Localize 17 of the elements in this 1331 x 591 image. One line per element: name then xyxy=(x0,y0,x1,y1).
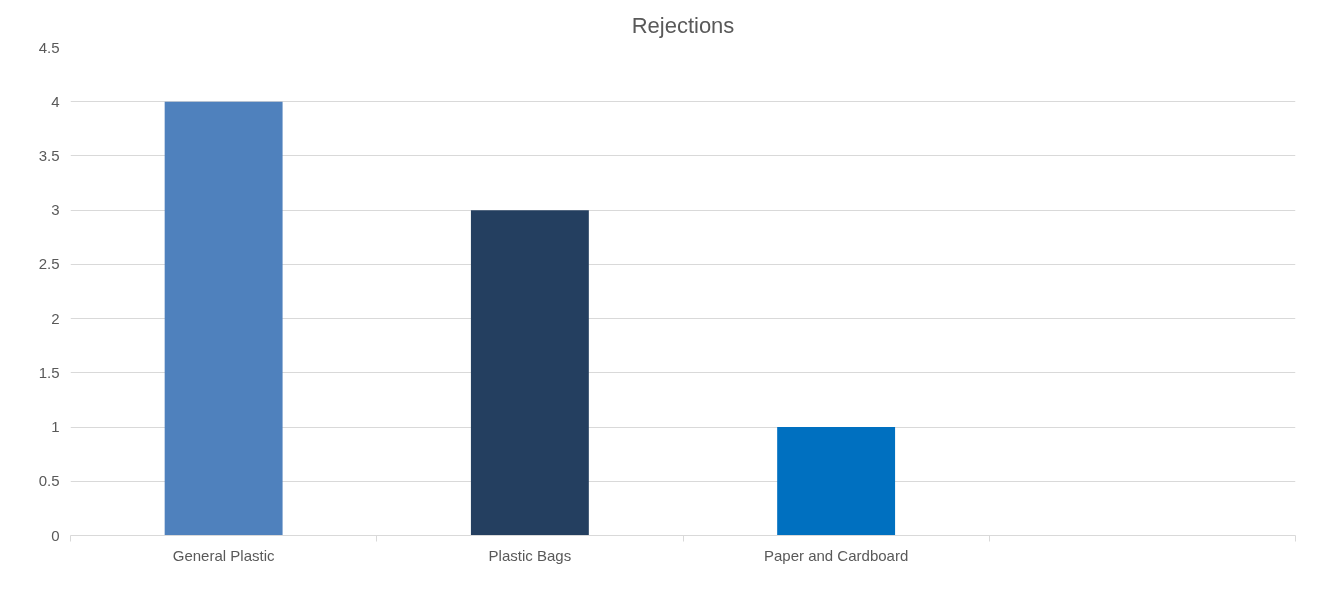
y-tick-label: 3 xyxy=(51,201,60,219)
x-tick-label: General Plastic xyxy=(172,546,275,564)
y-tick-label: 4.5 xyxy=(38,38,60,56)
y-tick-label: 2 xyxy=(51,309,60,327)
y-tick-label: 1 xyxy=(51,418,60,436)
y-tick-label: 1.5 xyxy=(38,363,60,381)
bar xyxy=(164,101,283,536)
bar xyxy=(470,210,589,536)
x-tick-label: Plastic Bags xyxy=(488,546,572,564)
x-tick-label: Paper and Cardboard xyxy=(763,546,909,564)
bar xyxy=(777,427,896,536)
chart-title: Rejections xyxy=(631,12,735,38)
y-tick-label: 2.5 xyxy=(38,255,60,273)
y-tick-label: 0.5 xyxy=(38,472,60,490)
y-tick-label: 0 xyxy=(51,526,60,544)
y-tick-label: 4 xyxy=(51,92,60,110)
y-tick-label: 3.5 xyxy=(38,146,60,164)
